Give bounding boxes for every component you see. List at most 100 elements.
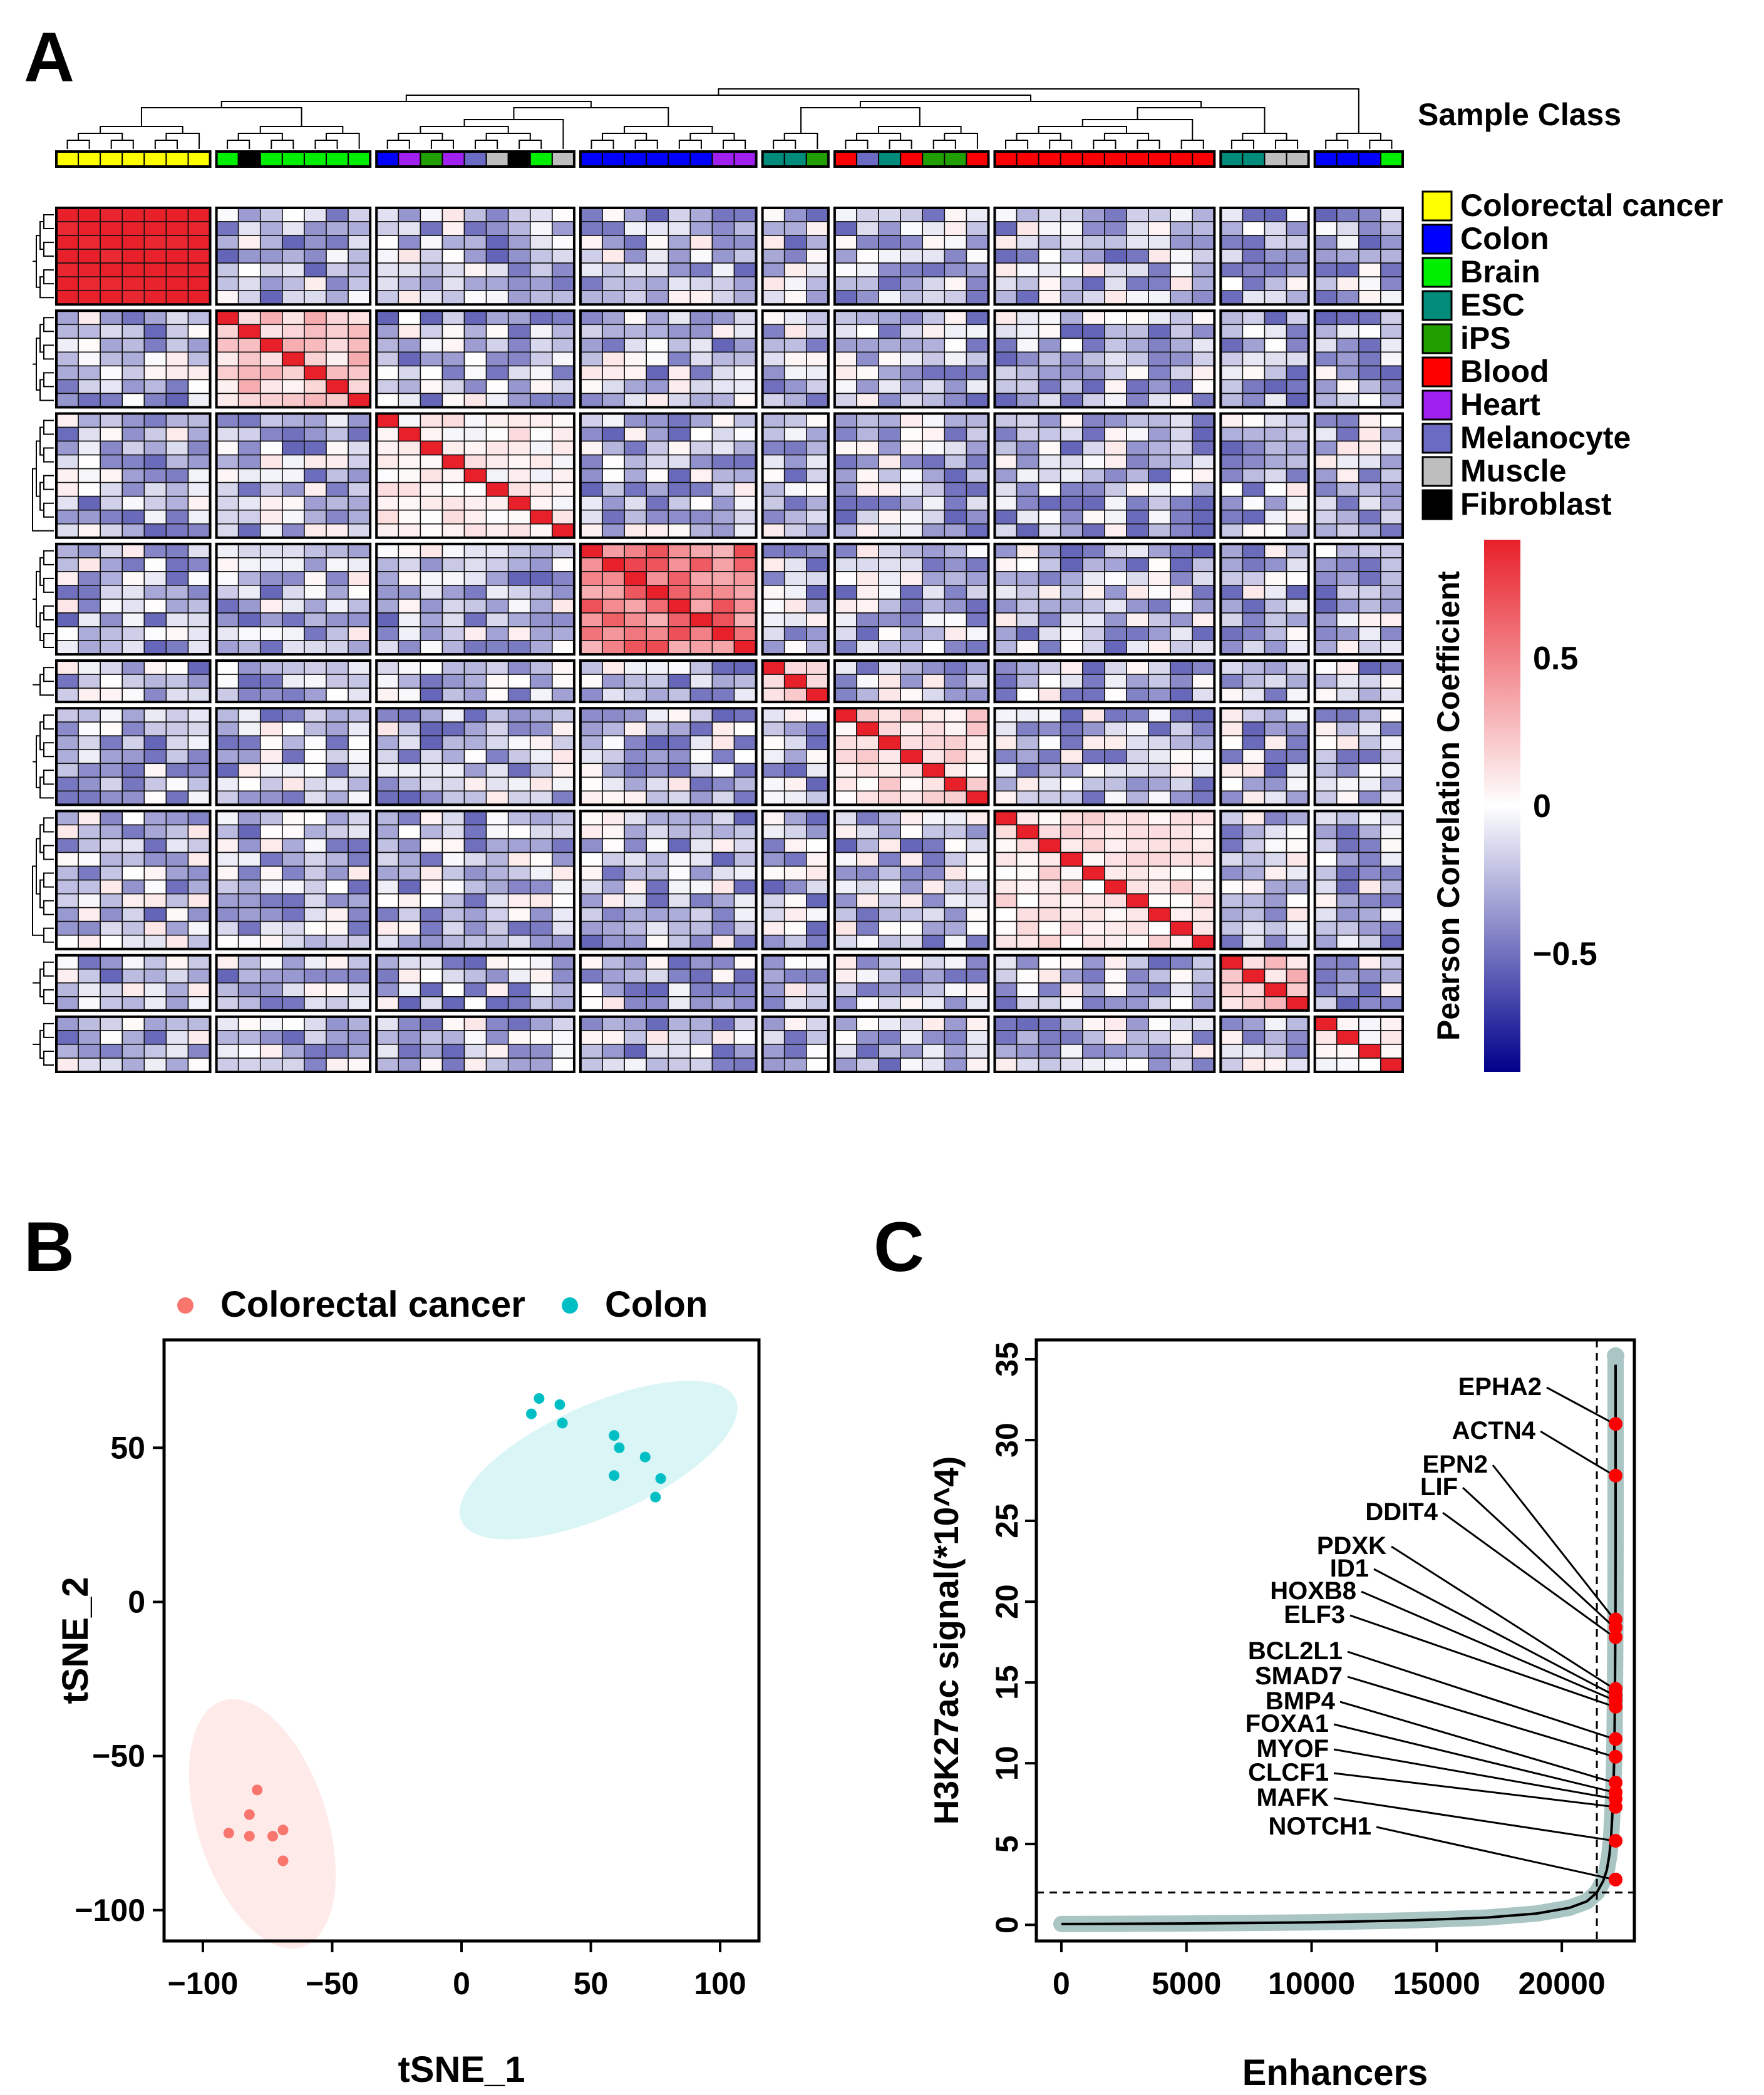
heatmap-cell [304, 585, 327, 600]
heatmap-cell [944, 1044, 967, 1059]
class-swatch [78, 151, 101, 167]
heatmap-cell [485, 495, 509, 511]
heatmap-cell [1060, 838, 1083, 853]
gene-label: BMP4 [1266, 1687, 1336, 1715]
heatmap-cell [187, 413, 211, 428]
heatmap-cell [944, 393, 967, 408]
heatmap-cell [944, 426, 967, 442]
heatmap-cell [1220, 1044, 1244, 1059]
class-swatch [485, 151, 509, 167]
heatmap-cell [761, 495, 785, 511]
heatmap-cell [733, 571, 757, 586]
heatmap-cell [1242, 687, 1266, 703]
heatmap-cell [1242, 543, 1266, 558]
heatmap-cell [900, 907, 924, 922]
heatmap-cell [624, 509, 647, 525]
heatmap-cell [143, 413, 167, 428]
heatmap-cell [1242, 640, 1266, 655]
heatmap-cell [398, 838, 421, 853]
heatmap-cell [689, 708, 713, 723]
heatmap-cell [1060, 790, 1083, 806]
heatmap-cell [783, 776, 807, 792]
heatmap-cell [1104, 640, 1127, 655]
heatmap-cell [900, 365, 924, 381]
heatmap-cell [1060, 365, 1083, 381]
heatmap-cell [259, 481, 283, 497]
heatmap-cell [834, 440, 857, 456]
heatmap-cell [529, 982, 553, 997]
heatmap-cell [1148, 585, 1171, 600]
heatmap-cell [834, 571, 857, 586]
heatmap-cell [237, 708, 261, 723]
heatmap-cell [398, 865, 421, 881]
heatmap-cell [326, 351, 349, 367]
heatmap-cell [1104, 481, 1127, 497]
heatmap-cell [711, 954, 735, 970]
heatmap-cell [1264, 852, 1287, 867]
heatmap-cell [733, 543, 757, 558]
heatmap-cell [1314, 749, 1338, 764]
class-strip-border [1219, 150, 1310, 168]
heatmap-cell [1104, 454, 1127, 470]
heatmap-cell [376, 365, 400, 381]
y-tick-label: 50 [110, 1430, 145, 1465]
heatmap-cell [646, 351, 669, 367]
tsne-legend: Colorectal cancer Colon [177, 1284, 708, 1325]
heatmap-cell [922, 810, 946, 826]
dendrogram-branch [845, 140, 869, 149]
heatmap-cell [944, 571, 967, 586]
heatmap-cell [994, 735, 1018, 751]
cluster-block-border [993, 412, 1216, 539]
heatmap-cell [602, 1030, 625, 1045]
heatmap-cell [143, 749, 167, 764]
gene-point [1609, 1732, 1623, 1746]
heatmap-cell [1220, 468, 1244, 483]
heatmap-cell [994, 920, 1018, 936]
heatmap-cell [507, 379, 531, 394]
heatmap-cell [282, 1058, 305, 1073]
heatmap-cell [689, 509, 713, 525]
heatmap-cell [1060, 865, 1083, 881]
heatmap-cell [552, 660, 575, 675]
heatmap-cell [121, 687, 145, 703]
heatmap-cell [783, 249, 807, 264]
heatmap-cell [711, 626, 735, 641]
heatmap-cell [398, 776, 421, 792]
heatmap-cell [485, 640, 509, 655]
heatmap-cell [1358, 968, 1381, 984]
cluster-block-border [761, 1015, 830, 1073]
heatmap-cell [143, 838, 167, 853]
heatmap-cell [187, 495, 211, 511]
heatmap-cell [1358, 763, 1381, 778]
heatmap-cell [922, 708, 946, 723]
heatmap-cell [187, 763, 211, 778]
heatmap-cell [1192, 749, 1215, 764]
heatmap-cell [856, 1058, 879, 1073]
heatmap-cell [187, 790, 211, 806]
heatmap-cell [56, 879, 79, 895]
heatmap-cell [1220, 495, 1244, 511]
heatmap-cell [944, 968, 967, 984]
heatmap-cell [326, 276, 349, 292]
heatmap-cell [1192, 968, 1215, 984]
heatmap-cell [485, 1016, 509, 1031]
heatmap-cell [1220, 481, 1244, 497]
heatmap-cell [348, 310, 371, 326]
gene-label: BCL2L1 [1248, 1637, 1343, 1665]
heatmap-cell [624, 735, 647, 751]
heatmap-cell [326, 852, 349, 867]
heatmap-cell [1082, 413, 1105, 428]
heatmap-cell [552, 687, 575, 703]
class-swatch [441, 151, 465, 167]
heatmap-cell [1016, 708, 1039, 723]
heatmap-cell [78, 440, 101, 456]
heatmap-cell [552, 893, 575, 909]
heatmap-cell [187, 207, 211, 222]
heatmap-cell [783, 509, 807, 525]
heatmap-cell [922, 934, 946, 950]
cluster-block-border [1219, 309, 1310, 409]
heatmap-cell [1104, 749, 1127, 764]
heatmap-cell [529, 763, 553, 778]
heatmap-cell [420, 454, 443, 470]
heatmap-cell [441, 982, 465, 997]
